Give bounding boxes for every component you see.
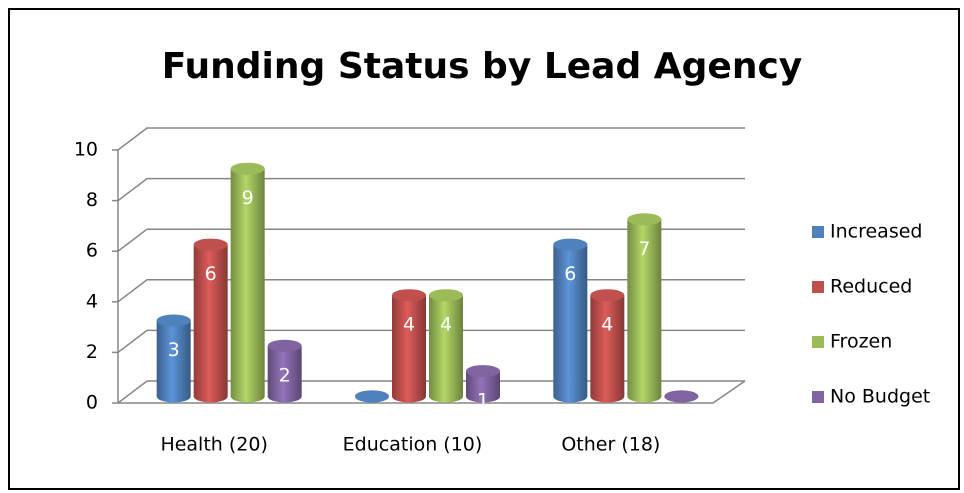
bar (590, 289, 625, 403)
bar-top (156, 314, 191, 327)
bar-body (392, 295, 426, 397)
bar-top (429, 289, 463, 302)
bar-top (267, 339, 302, 352)
y-tick-label: 6 (86, 240, 98, 262)
value-label: 4 (440, 314, 452, 336)
bar (193, 238, 228, 403)
bar-body (590, 295, 625, 397)
bar (466, 365, 500, 403)
bar-top (466, 365, 500, 378)
value-label: 7 (638, 238, 650, 260)
legend-label: Reduced (830, 276, 912, 298)
bar (355, 390, 389, 403)
value-label: 2 (279, 364, 291, 386)
value-label: 4 (601, 314, 613, 336)
bar-body (193, 244, 228, 397)
legend-label: Increased (830, 221, 922, 243)
x-tick-label: Education (10) (343, 434, 483, 456)
y-tick-label: 8 (86, 189, 98, 211)
grid-line (117, 380, 745, 404)
bar (664, 390, 699, 403)
bar-top (230, 162, 265, 175)
legend-swatch (812, 391, 824, 403)
floor (118, 380, 746, 404)
legend-label: Frozen (830, 331, 892, 353)
grid-line (117, 127, 745, 151)
y-tick-label: 10 (74, 139, 98, 161)
bar (392, 289, 426, 403)
value-label: 6 (564, 263, 576, 285)
legend-label: No Budget (830, 386, 930, 408)
bar-top (553, 238, 588, 251)
bar-body (156, 320, 191, 397)
bar (553, 238, 588, 403)
y-tick-label: 4 (86, 290, 98, 312)
grid-line (117, 279, 745, 303)
legend-swatch (812, 226, 824, 238)
bar-body (429, 295, 463, 397)
x-tick-label: Other (18) (561, 434, 660, 456)
bar-top (664, 390, 699, 403)
grid-line (117, 329, 745, 353)
legend-swatch (812, 281, 824, 293)
chart-title: Funding Status by Lead Agency (162, 46, 803, 87)
value-label: 1 (477, 390, 489, 412)
grid-line (117, 228, 745, 252)
bar-top (590, 289, 625, 302)
bar-top (193, 238, 228, 251)
grid-line (117, 177, 745, 202)
bar (429, 289, 463, 403)
value-label: 6 (205, 263, 217, 285)
bar-body (553, 244, 588, 397)
bar (230, 162, 265, 403)
value-label: 4 (403, 314, 415, 336)
bar (267, 339, 302, 403)
legend-swatch (812, 336, 824, 348)
bar-top (355, 390, 389, 403)
chart-frame (8, 8, 960, 490)
value-label: 3 (168, 339, 180, 361)
bar-top (392, 289, 426, 302)
bar-top (627, 213, 662, 226)
bar (156, 314, 191, 403)
y-tick-label: 2 (86, 341, 98, 363)
bar-body (267, 345, 302, 397)
bar-body (627, 219, 662, 397)
y-tick-label: 0 (86, 392, 98, 414)
x-tick-label: Health (20) (160, 434, 267, 456)
value-label: 9 (242, 187, 254, 209)
bar (627, 213, 662, 403)
bar-body (230, 168, 265, 397)
